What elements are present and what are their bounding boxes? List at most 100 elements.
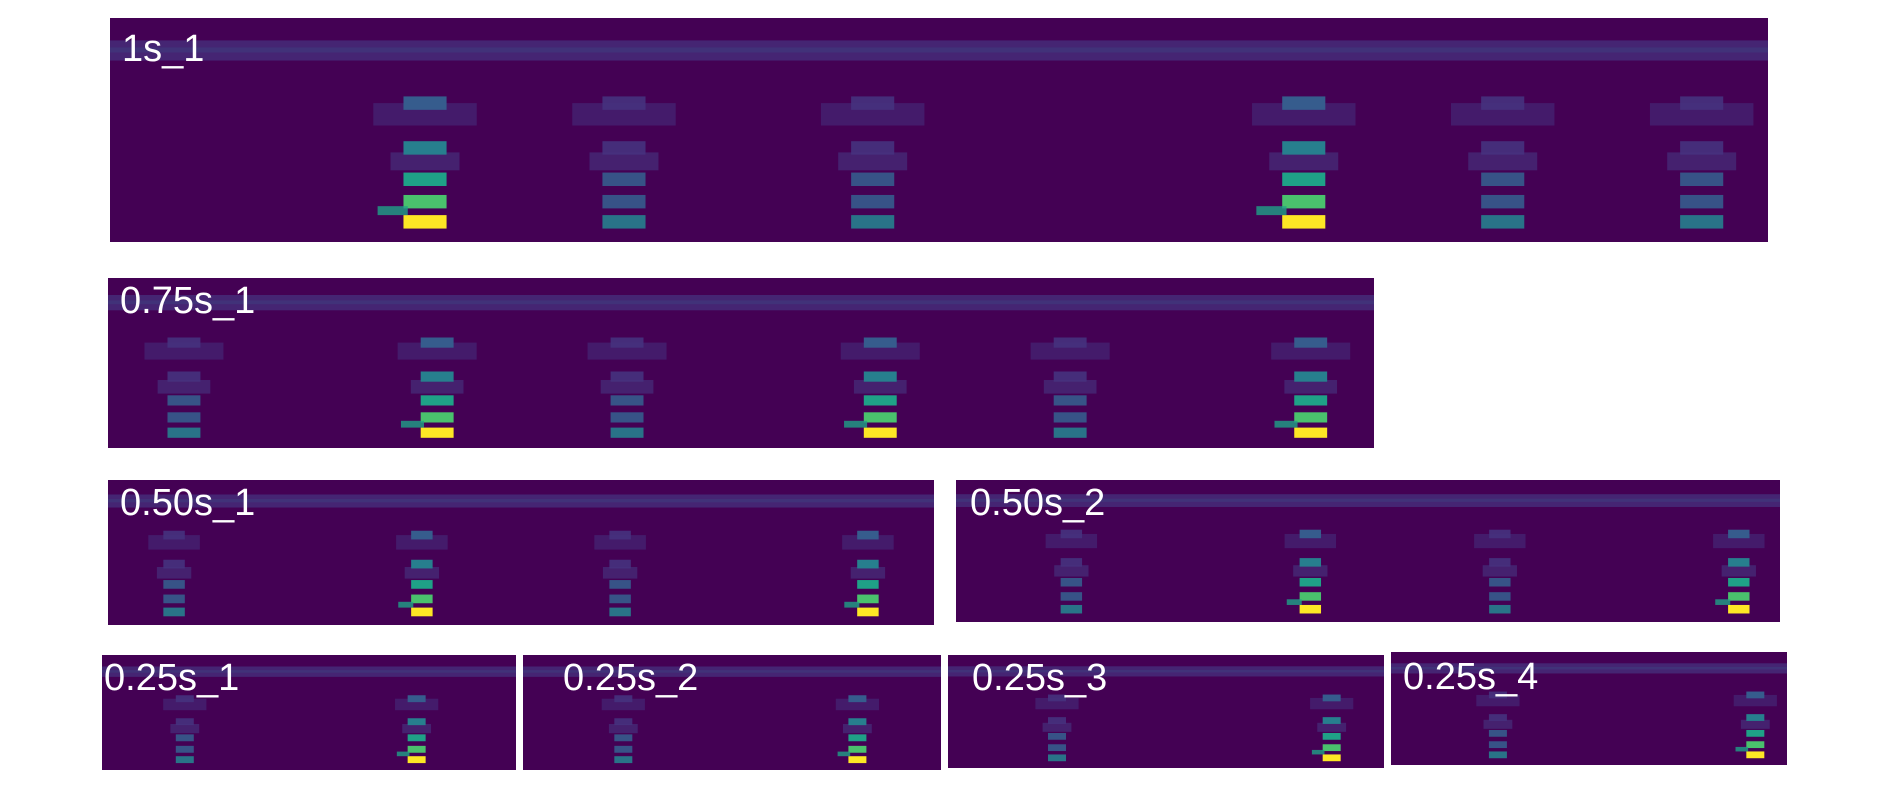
- heatmap-cell: [1053, 337, 1087, 348]
- heatmap-cell: [608, 724, 638, 734]
- heatmap-cell: [1282, 96, 1326, 110]
- spectrogram-panel-1s-1: 1s_1: [110, 18, 1768, 242]
- heatmap-cell: [420, 427, 454, 438]
- heatmap-cell: [420, 371, 454, 382]
- spectrogram-panel-025s-1: 0.25s_1: [102, 655, 516, 770]
- heatmap-cell: [1053, 371, 1087, 382]
- heatmap-cell: [1293, 565, 1328, 577]
- spectrogram-panel-050s-1: 0.50s_1: [108, 480, 934, 625]
- heatmap-cell: [1488, 741, 1507, 749]
- heatmap-cell: [167, 427, 201, 438]
- heatmap-cell: [396, 751, 410, 757]
- heatmap-cell: [837, 751, 851, 757]
- panel-label: 0.25s_2: [563, 657, 699, 699]
- heatmap-cell: [857, 530, 879, 540]
- heatmap-cell: [1474, 533, 1526, 549]
- heatmap-cell: [1481, 215, 1525, 229]
- heatmap-cell: [1728, 577, 1750, 587]
- heatmap-cell: [1284, 380, 1338, 394]
- spectrogram-heatmap: [948, 655, 1384, 768]
- heatmap-cell: [1299, 577, 1322, 587]
- heatmap-cell: [1048, 732, 1066, 740]
- heatmap-cell: [403, 215, 447, 229]
- low-frequency-band: [956, 494, 1780, 507]
- heatmap-cell: [1746, 729, 1765, 737]
- heatmap-cell: [1740, 719, 1770, 729]
- heatmap-cell: [848, 734, 867, 742]
- heatmap-cell: [1680, 96, 1724, 110]
- heatmap-cell: [1294, 427, 1328, 438]
- heatmap-cell: [1481, 172, 1525, 186]
- panel-label: 0.25s_1: [104, 657, 240, 699]
- heatmap-cell: [857, 580, 879, 589]
- heatmap-cell: [1048, 744, 1066, 752]
- heatmap-cell: [851, 215, 895, 229]
- heatmap-cell: [602, 141, 646, 155]
- low-frequency-band: [948, 666, 1384, 677]
- heatmap-cell: [163, 594, 185, 604]
- heatmap-cell: [848, 718, 867, 726]
- heatmap-cell: [420, 412, 454, 423]
- heatmap-cell: [1468, 152, 1538, 171]
- heatmap-cell: [1284, 533, 1337, 549]
- heatmap-cell: [863, 427, 897, 438]
- heatmap-cell: [167, 337, 201, 348]
- heatmap-cell: [848, 695, 867, 703]
- heatmap-cell: [1322, 717, 1341, 724]
- heatmap-cell: [1282, 194, 1326, 209]
- heatmap-cell: [167, 371, 201, 382]
- spectrogram-panel-025s-4: 0.25s_4: [1391, 652, 1787, 765]
- heatmap-cell: [1746, 751, 1765, 759]
- heatmap-cell: [1649, 103, 1754, 126]
- spectrogram-panel-075s-1: 0.75s_1: [108, 278, 1374, 448]
- heatmap-cell: [602, 172, 646, 186]
- heatmap-cell: [1042, 722, 1072, 732]
- heatmap-cell: [1482, 565, 1517, 577]
- heatmap-cell: [157, 380, 211, 394]
- heatmap-cell: [1060, 529, 1083, 539]
- heatmap-cell: [1746, 691, 1765, 699]
- low-frequency-band: [523, 670, 941, 673]
- heatmap-cell: [1282, 172, 1326, 186]
- heatmap-cell: [1256, 206, 1287, 216]
- heatmap-cell: [1048, 717, 1066, 724]
- heatmap-cell: [373, 103, 477, 126]
- panel-label: 0.25s_3: [972, 657, 1108, 699]
- low-frequency-band: [108, 494, 934, 508]
- heatmap-cell: [840, 342, 920, 360]
- heatmap-cell: [1060, 558, 1083, 567]
- heatmap-cell: [835, 698, 879, 711]
- heatmap-cell: [1310, 697, 1354, 710]
- panel-label: 0.50s_2: [970, 482, 1106, 524]
- heatmap-cell: [1060, 592, 1083, 601]
- spectrogram-panel-025s-2: 0.25s_2: [523, 655, 941, 770]
- heatmap-cell: [1728, 592, 1750, 601]
- heatmap-cell: [175, 695, 194, 703]
- heatmap-cell: [853, 380, 907, 394]
- low-frequency-band: [108, 295, 1374, 311]
- low-frequency-band: [948, 669, 1384, 673]
- heatmap-cell: [614, 695, 633, 703]
- heatmap-cell: [609, 607, 631, 617]
- heatmap-cell: [1053, 395, 1087, 406]
- panel-label: 0.25s_4: [1403, 656, 1539, 698]
- heatmap-cell: [1483, 719, 1513, 729]
- low-frequency-band: [956, 498, 1780, 502]
- heatmap-cell: [400, 420, 424, 428]
- heatmap-cell: [1294, 395, 1328, 406]
- heatmap-cell: [851, 194, 895, 209]
- heatmap-cell: [1746, 741, 1765, 749]
- heatmap-cell: [1489, 577, 1511, 587]
- heatmap-cell: [602, 567, 638, 579]
- heatmap-cell: [1322, 732, 1341, 740]
- heatmap-cell: [857, 607, 879, 617]
- heatmap-cell: [1481, 194, 1525, 209]
- heatmap-cell: [411, 594, 433, 604]
- heatmap-cell: [175, 718, 194, 726]
- heatmap-cell: [609, 594, 631, 604]
- heatmap-cell: [377, 206, 408, 216]
- heatmap-cell: [863, 371, 897, 382]
- heatmap-cell: [614, 718, 633, 726]
- heatmap-cell: [1680, 215, 1724, 229]
- heatmap-cell: [163, 580, 185, 589]
